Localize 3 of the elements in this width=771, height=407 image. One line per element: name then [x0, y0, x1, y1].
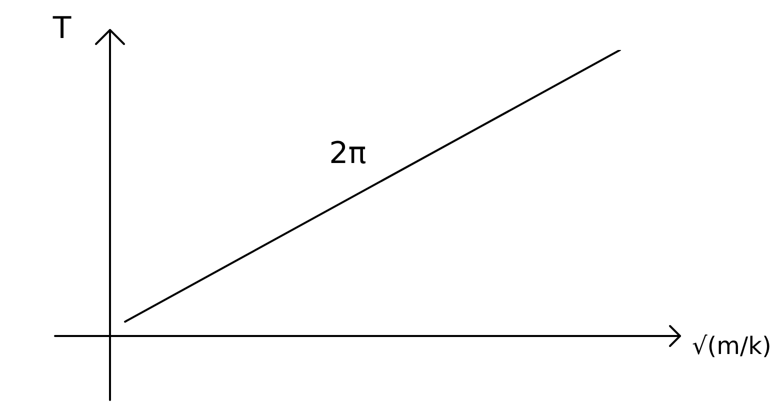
x-axis-title: √(m/k) [692, 332, 771, 360]
annotation: 2π [329, 136, 366, 171]
y-axis-title: T [52, 10, 72, 46]
